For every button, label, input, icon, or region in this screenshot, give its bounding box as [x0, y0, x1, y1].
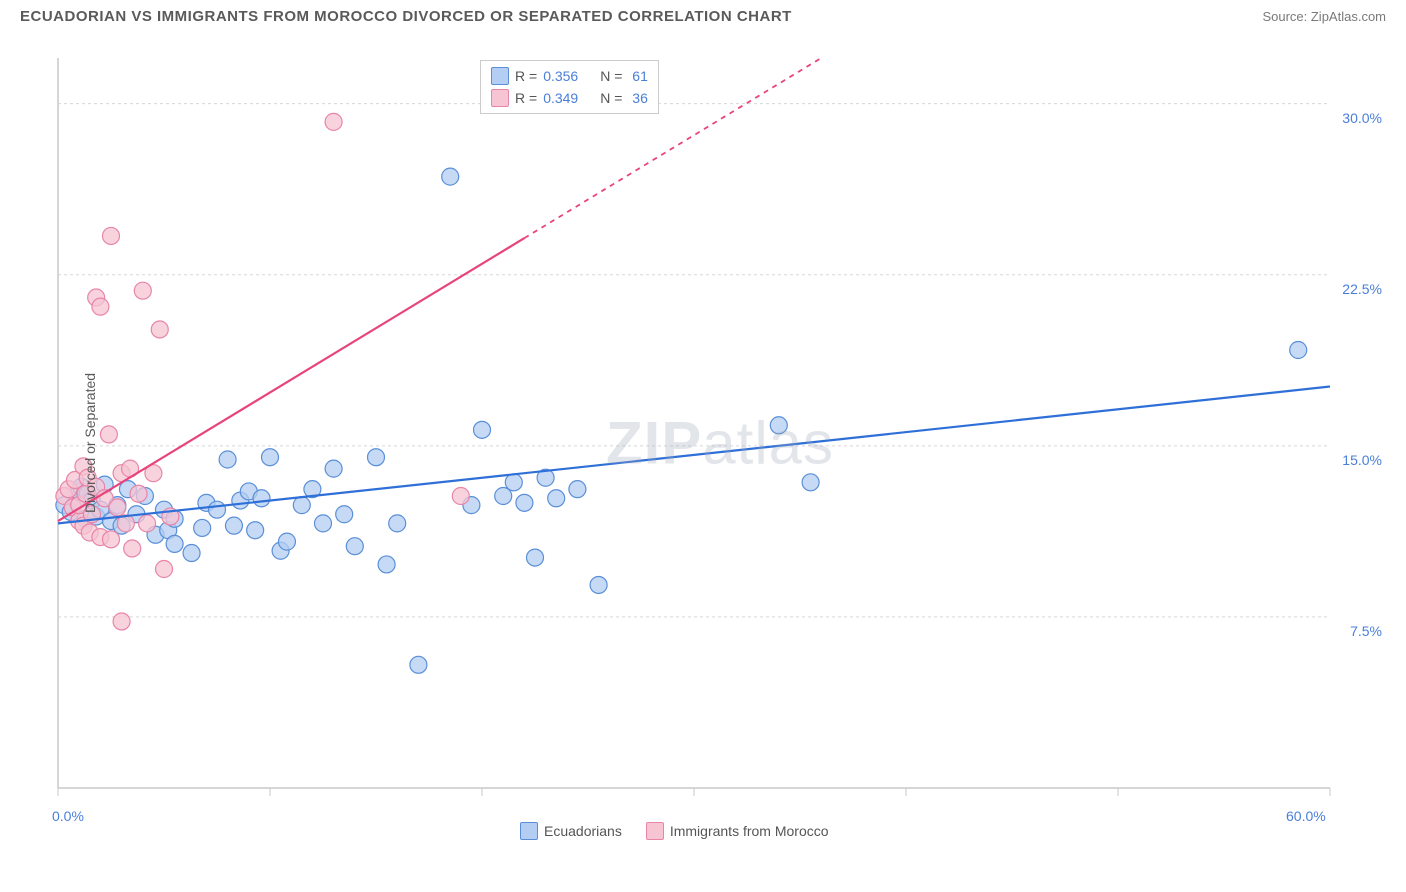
x-tick-label: 60.0%	[1286, 808, 1326, 824]
source-label: Source: ZipAtlas.com	[1262, 9, 1386, 24]
legend-label: Immigrants from Morocco	[670, 823, 829, 839]
r-value: 0.349	[543, 90, 578, 106]
r-value: 0.356	[543, 68, 578, 84]
legend-swatch-icon	[491, 67, 509, 85]
header: ECUADORIAN VS IMMIGRANTS FROM MOROCCO DI…	[0, 0, 1406, 33]
chart-container: Divorced or Separated ZIPatlas R = 0.356…	[50, 48, 1390, 838]
legend-swatch-icon	[491, 89, 509, 107]
r-label: R =	[515, 90, 537, 106]
legend-stats-row: R = 0.356 N = 61	[491, 65, 648, 87]
scatter-chart	[50, 48, 1390, 838]
legend-item-morocco: Immigrants from Morocco	[646, 822, 829, 840]
n-value: 36	[628, 90, 647, 106]
legend-item-ecuadorians: Ecuadorians	[520, 822, 622, 840]
y-tick-label: 15.0%	[1342, 452, 1382, 468]
n-label: N =	[600, 68, 622, 84]
legend-swatch-icon	[520, 822, 538, 840]
x-tick-label: 0.0%	[52, 808, 84, 824]
n-label: N =	[600, 90, 622, 106]
y-tick-label: 22.5%	[1342, 281, 1382, 297]
legend-stats-row: R = 0.349 N = 36	[491, 87, 648, 109]
y-tick-label: 7.5%	[1350, 623, 1382, 639]
y-axis-label: Divorced or Separated	[82, 373, 98, 513]
series-legend: Ecuadorians Immigrants from Morocco	[520, 822, 829, 840]
legend-label: Ecuadorians	[544, 823, 622, 839]
stats-legend: R = 0.356 N = 61 R = 0.349 N = 36	[480, 60, 659, 114]
legend-swatch-icon	[646, 822, 664, 840]
n-value: 61	[628, 68, 647, 84]
r-label: R =	[515, 68, 537, 84]
chart-title: ECUADORIAN VS IMMIGRANTS FROM MOROCCO DI…	[20, 8, 792, 25]
y-tick-label: 30.0%	[1342, 110, 1382, 126]
